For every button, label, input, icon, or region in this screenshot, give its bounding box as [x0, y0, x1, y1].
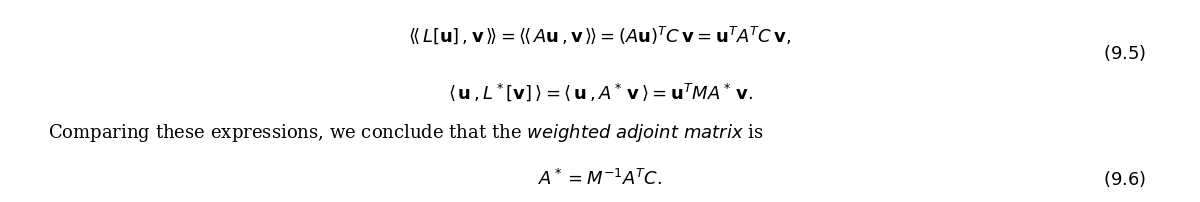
Text: $\langle\!\langle\, L[\mathbf{u}]\,,\mathbf{v}\,\rangle\!\rangle = \langle\!\lan: $\langle\!\langle\, L[\mathbf{u}]\,,\mat…: [408, 24, 792, 46]
Text: $\langle\,\mathbf{u}\,,L^*[\mathbf{v}]\,\rangle = \langle\,\mathbf{u}\,,A^*\,\ma: $\langle\,\mathbf{u}\,,L^*[\mathbf{v}]\,…: [448, 81, 752, 102]
Text: Comparing these expressions, we conclude that the $\mathit{weighted\ adjoint\ ma: Comparing these expressions, we conclude…: [48, 121, 763, 143]
Text: $(9.5)$: $(9.5)$: [1103, 43, 1146, 62]
Text: $(9.6)$: $(9.6)$: [1103, 168, 1146, 188]
Text: $A^* = M^{-1} A^T C.$: $A^* = M^{-1} A^T C.$: [538, 168, 662, 188]
